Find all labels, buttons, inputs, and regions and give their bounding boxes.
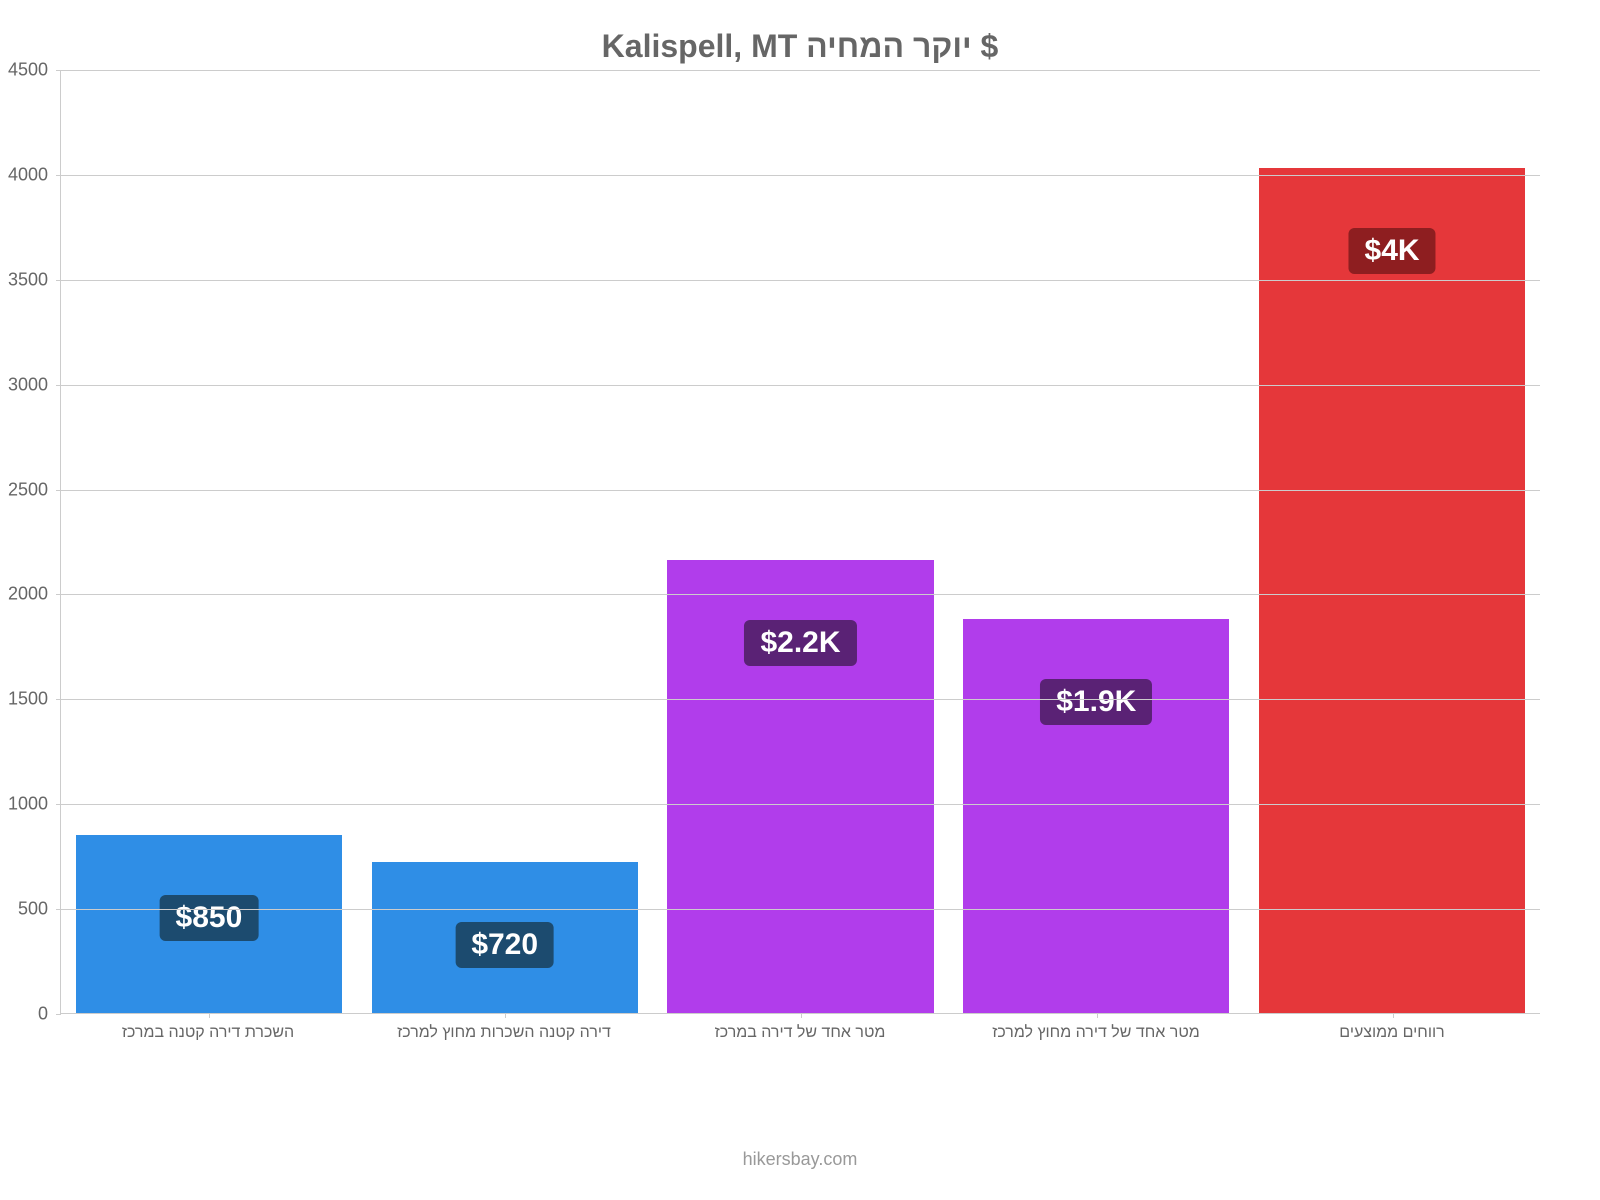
bar-slot: $850 <box>61 70 357 1013</box>
y-tick-label: 2500 <box>8 479 48 500</box>
y-tick-label: 1500 <box>8 689 48 710</box>
gridline <box>61 909 1540 910</box>
y-tick-label: 3000 <box>8 374 48 395</box>
gridline <box>61 280 1540 281</box>
bar-value-badge: $850 <box>160 895 259 941</box>
bar: $1.9K <box>963 619 1229 1013</box>
bar: $2.2K <box>667 560 933 1013</box>
gridline <box>61 490 1540 491</box>
x-tick-label: מטר אחד של דירה במרכז <box>652 1018 948 1058</box>
x-axis: השכרת דירה קטנה במרכזדירה קטנה השכרות מח… <box>60 1018 1540 1058</box>
gridline <box>61 699 1540 700</box>
bar: $720 <box>372 862 638 1013</box>
x-tick-label: מטר אחד של דירה מחוץ למרכז <box>948 1018 1244 1058</box>
y-tick-label: 2000 <box>8 584 48 605</box>
bar-slot: $4K <box>1244 70 1540 1013</box>
gridline <box>61 594 1540 595</box>
bar-slot: $1.9K <box>948 70 1244 1013</box>
y-axis: 050010001500200025003000350040004500 <box>0 70 54 1014</box>
bar-slot: $2.2K <box>653 70 949 1013</box>
bars-container: $850 $720 $2.2K $1.9K $4K <box>61 70 1540 1013</box>
x-tick-label: דירה קטנה השכרות מחוץ למרכז <box>356 1018 652 1058</box>
gridline <box>61 804 1540 805</box>
bar: $4K <box>1259 168 1525 1013</box>
y-tick-label: 4500 <box>8 60 48 81</box>
y-tick-label: 1000 <box>8 794 48 815</box>
y-tick-label: 3500 <box>8 269 48 290</box>
plot-area: $850 $720 $2.2K $1.9K $4K <box>60 70 1540 1014</box>
y-tick <box>56 1014 61 1015</box>
chart-title: Kalispell, MT יוקר המחיה $ <box>0 28 1600 65</box>
bar-slot: $720 <box>357 70 653 1013</box>
attribution-text: hikersbay.com <box>0 1149 1600 1170</box>
bar-value-badge: $2.2K <box>744 620 856 666</box>
y-tick-label: 500 <box>18 899 48 920</box>
bar-value-badge: $4K <box>1349 228 1436 274</box>
y-tick-label: 0 <box>38 1004 48 1025</box>
bar: $850 <box>76 835 342 1013</box>
gridline <box>61 175 1540 176</box>
y-tick-label: 4000 <box>8 164 48 185</box>
bar-value-badge: $1.9K <box>1040 679 1152 725</box>
bar-value-badge: $720 <box>455 922 554 968</box>
gridline <box>61 385 1540 386</box>
x-tick-label: רווחים ממוצעים <box>1244 1018 1540 1058</box>
x-tick-label: השכרת דירה קטנה במרכז <box>60 1018 356 1058</box>
cost-of-living-chart: Kalispell, MT יוקר המחיה $ 0 500 1000 1500 2… <box>0 0 1600 1200</box>
gridline <box>61 70 1540 71</box>
